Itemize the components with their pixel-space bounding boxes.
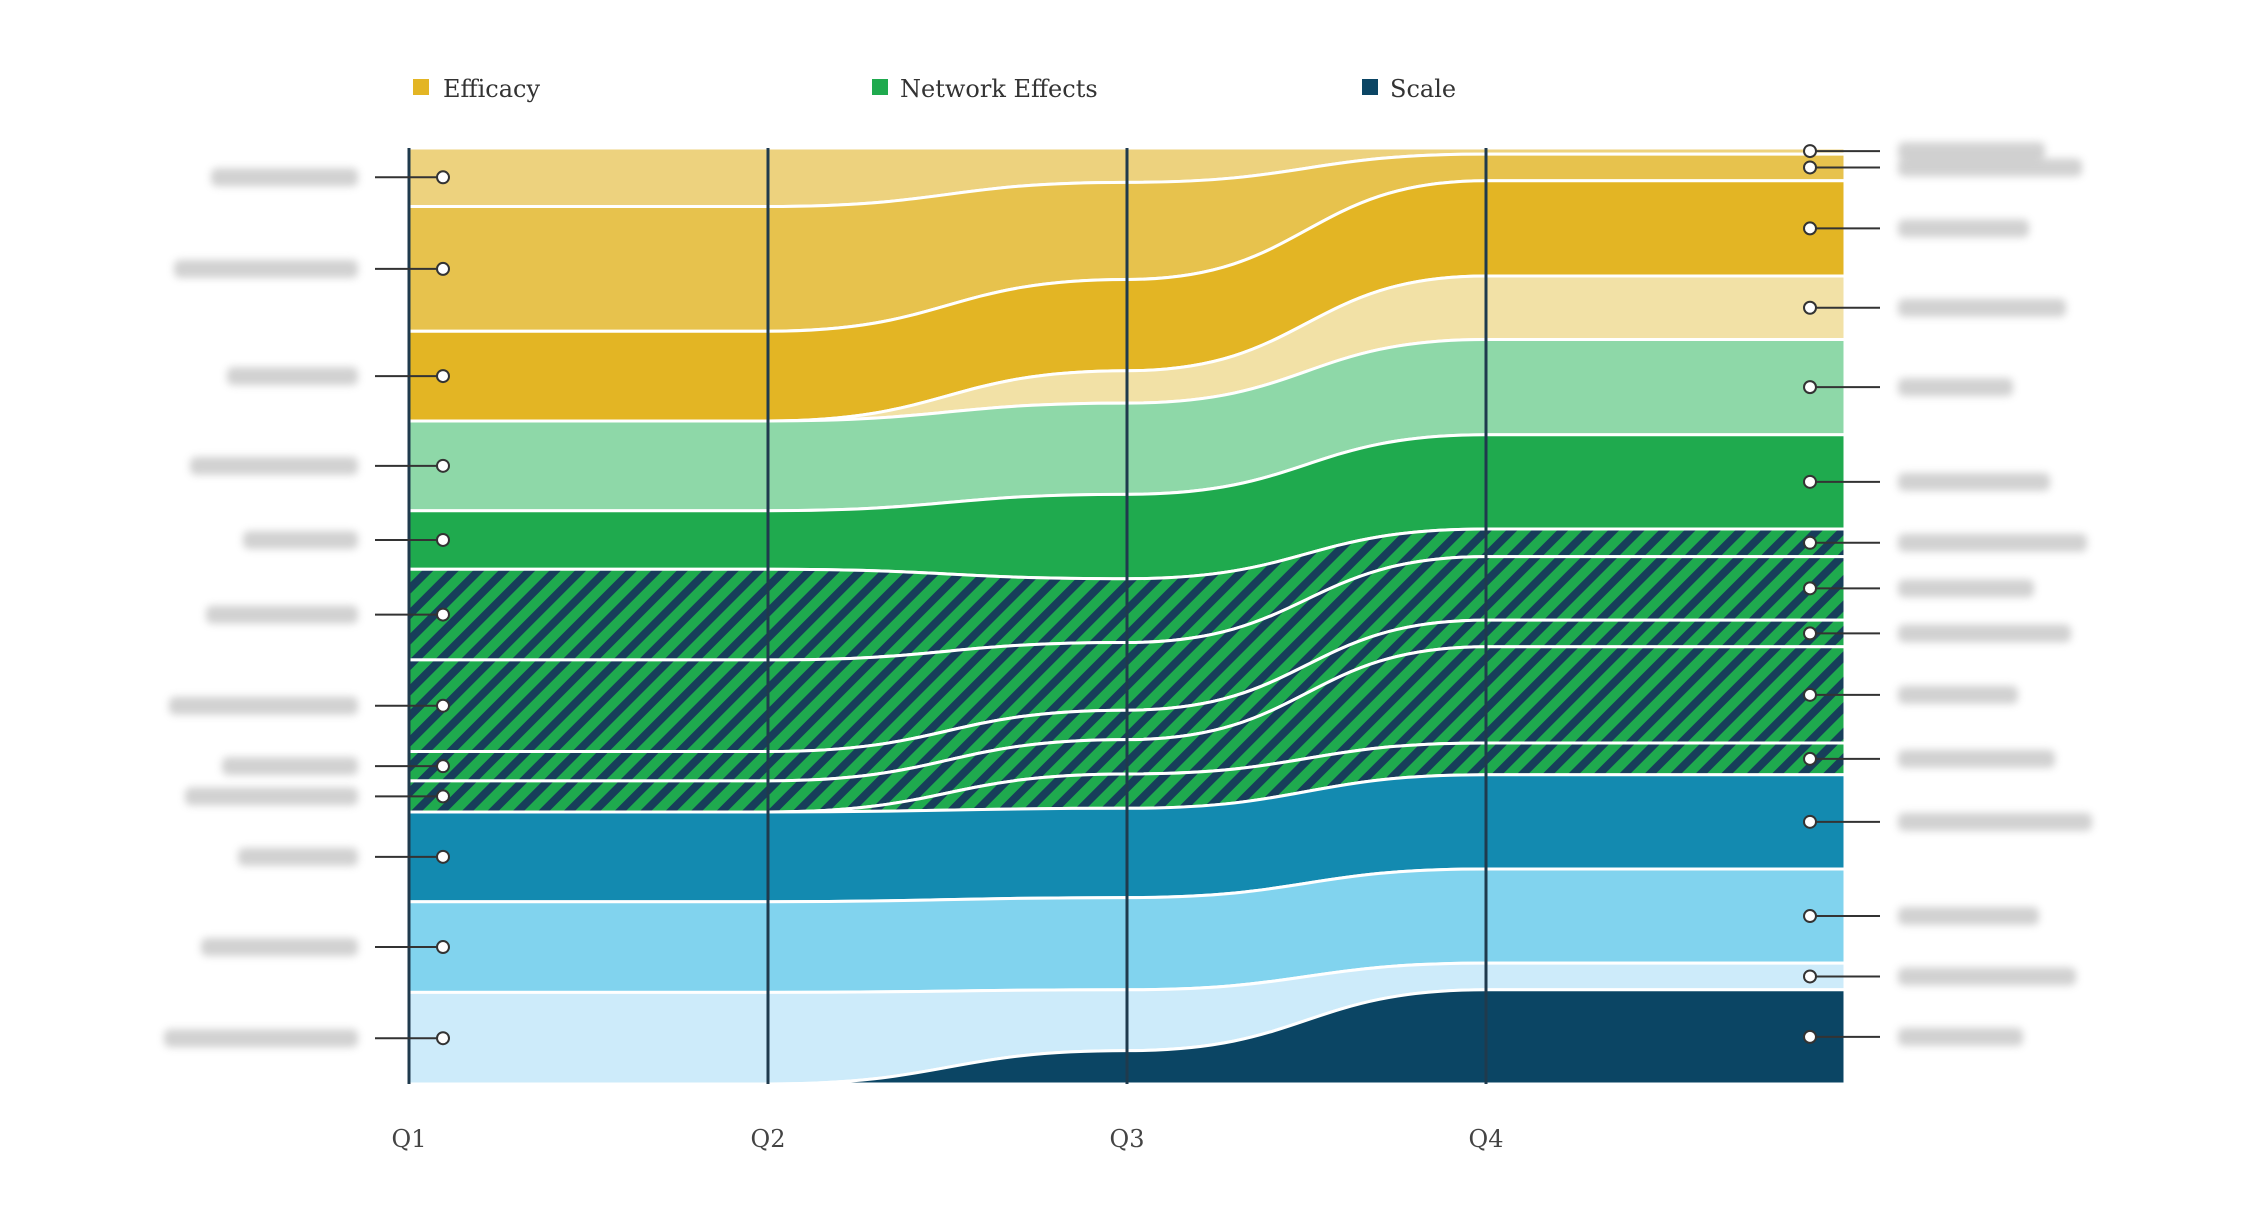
right-row-marker-6: [1803, 472, 2050, 491]
left-category-label-6: [206, 605, 358, 624]
right-marker-dot-10: [1803, 687, 1817, 702]
left-category-label-2: [174, 259, 358, 278]
right-row-marker-9: [1803, 624, 2071, 643]
x-tick-q4: Q4: [1469, 1125, 1504, 1153]
left-row-marker-2: [174, 259, 450, 278]
legend-label-efficacy: Efficacy: [443, 75, 540, 103]
right-category-label-4: [1898, 298, 2066, 317]
right-marker-dot-7: [1803, 535, 1817, 550]
right-row-marker-13: [1803, 907, 2039, 926]
left-row-marker-6: [206, 605, 450, 624]
right-marker-dot-6: [1803, 474, 1817, 489]
legend-swatch-network-effects: [872, 79, 888, 95]
legend: Efficacy Network Effects Scale: [413, 75, 1456, 103]
left-category-label-1: [211, 168, 358, 187]
right-marker-dot-4: [1803, 300, 1817, 315]
left-category-label-4: [190, 456, 358, 475]
right-marker-dot-15: [1803, 1029, 1817, 1044]
right-category-label-14: [1898, 967, 2076, 986]
right-row-marker-14: [1803, 967, 2076, 986]
legend-label-network-effects: Network Effects: [900, 75, 1098, 103]
right-row-marker-7: [1803, 533, 2087, 552]
left-marker-dot-11: [436, 940, 450, 955]
left-category-label-11: [201, 938, 358, 957]
legend-item-efficacy: Efficacy: [413, 75, 540, 103]
right-marker-dot-8: [1803, 581, 1817, 596]
legend-item-scale: Scale: [1362, 75, 1456, 103]
left-marker-dot-12: [436, 1031, 450, 1046]
left-row-marker-5: [243, 530, 450, 549]
left-marker-dot-8: [436, 759, 450, 774]
right-category-label-2: [1898, 158, 2082, 177]
legend-label-scale: Scale: [1390, 75, 1456, 103]
left-marker-dot-4: [436, 458, 450, 473]
right-row-marker-12: [1803, 812, 2092, 831]
left-marker-dot-1: [436, 170, 450, 185]
legend-swatch-efficacy: [413, 79, 429, 95]
right-category-label-1: [1898, 142, 2045, 161]
left-category-label-7: [169, 696, 358, 715]
x-tick-q2: Q2: [751, 1125, 786, 1153]
left-marker-dot-7: [436, 698, 450, 713]
right-category-label-6: [1898, 472, 2050, 491]
right-marker-dot-12: [1803, 814, 1817, 829]
right-row-marker-10: [1803, 685, 2018, 704]
right-category-label-13: [1898, 907, 2039, 926]
left-category-label-8: [222, 757, 358, 776]
left-row-marker-10: [238, 847, 450, 866]
right-row-marker-8: [1803, 579, 2034, 598]
left-row-marker-3: [227, 367, 450, 386]
right-marker-dot-3: [1803, 221, 1817, 236]
left-category-label-5: [243, 530, 358, 549]
right-category-label-9: [1898, 624, 2071, 643]
right-category-label-3: [1898, 219, 2029, 238]
right-row-marker-3: [1803, 219, 2029, 238]
right-row-marker-5: [1803, 378, 2013, 397]
left-marker-dot-3: [436, 369, 450, 384]
x-axis: Q1 Q2 Q3 Q4: [392, 1125, 1504, 1153]
right-marker-dot-11: [1803, 751, 1817, 766]
right-row-marker-4: [1803, 298, 2066, 317]
left-category-label-9: [185, 787, 358, 806]
right-category-label-15: [1898, 1027, 2023, 1046]
left-marker-dot-9: [436, 789, 450, 804]
right-category-label-5: [1898, 378, 2013, 397]
right-category-label-12: [1898, 812, 2092, 831]
left-row-marker-1: [211, 168, 450, 187]
left-row-marker-4: [190, 456, 450, 475]
left-row-marker-8: [222, 757, 450, 776]
left-category-label-12: [164, 1029, 358, 1048]
left-category-label-10: [238, 847, 358, 866]
left-category-label-3: [227, 367, 358, 386]
right-marker-dot-14: [1803, 969, 1817, 984]
right-row-marker-11: [1803, 749, 2055, 768]
right-row-marker-2: [1803, 158, 2082, 177]
right-category-label-7: [1898, 533, 2087, 552]
left-marker-dot-10: [436, 849, 450, 864]
left-marker-dot-5: [436, 532, 450, 547]
left-marker-dot-6: [436, 607, 450, 622]
right-marker-dot-13: [1803, 909, 1817, 924]
right-category-label-11: [1898, 749, 2055, 768]
legend-swatch-scale: [1362, 79, 1378, 95]
left-marker-dot-2: [436, 261, 450, 276]
left-row-marker-12: [164, 1029, 450, 1048]
x-tick-q1: Q1: [392, 1125, 427, 1153]
left-row-marker-11: [201, 938, 450, 957]
right-category-label-10: [1898, 685, 2018, 704]
quarter-gridlines: [407, 148, 1488, 1084]
right-row-marker-15: [1803, 1027, 2023, 1046]
left-row-marker-9: [185, 787, 450, 806]
x-tick-q3: Q3: [1110, 1125, 1145, 1153]
right-category-label-8: [1898, 579, 2034, 598]
right-marker-dot-5: [1803, 380, 1817, 395]
right-marker-dot-1: [1803, 144, 1817, 159]
right-marker-dot-9: [1803, 626, 1817, 641]
row-markers: [164, 142, 2092, 1048]
legend-item-network-effects: Network Effects: [872, 75, 1098, 103]
right-marker-dot-2: [1803, 160, 1817, 175]
right-row-marker-1: [1803, 142, 2045, 161]
left-row-marker-7: [169, 696, 450, 715]
